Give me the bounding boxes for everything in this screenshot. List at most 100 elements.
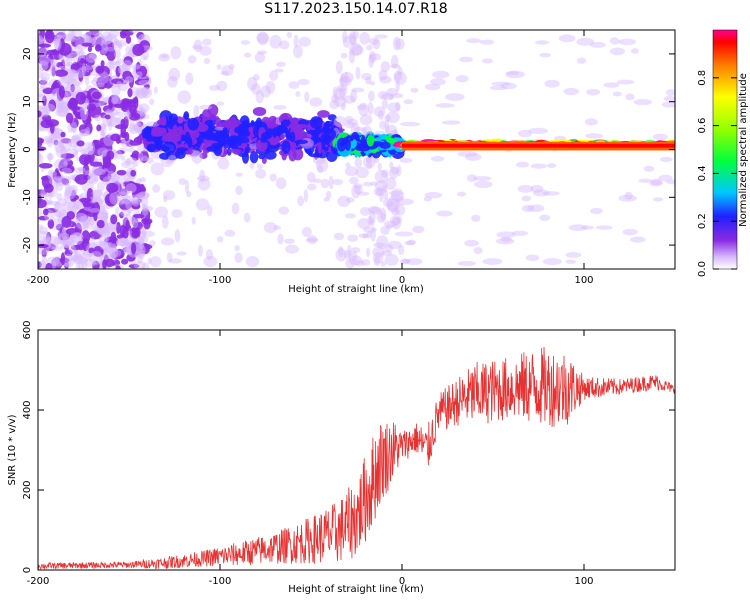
spectrogram-blob <box>85 31 100 38</box>
spectrogram-blob <box>506 71 520 76</box>
spectrogram-blob <box>97 225 105 235</box>
spectrogram-ylabel: Frequency (Hz) <box>7 112 18 188</box>
spectrogram-blob <box>81 42 93 47</box>
chart-title: S117.2023.150.14.07.R18 <box>264 1 448 17</box>
spectrogram-blob <box>132 43 145 57</box>
spectrogram-blob <box>115 239 130 247</box>
spectrogram-blob <box>466 38 482 44</box>
spectrogram-blob <box>68 30 76 41</box>
spectrogram-blob <box>129 120 135 132</box>
spectrogram-blob <box>96 211 109 221</box>
spectrogram-blob <box>370 227 376 242</box>
spectrogram-blob <box>93 241 108 246</box>
spectrogram-blob <box>369 81 375 86</box>
spectrogram-blob <box>142 230 155 238</box>
spectrogram-blob <box>298 36 311 47</box>
spectrogram-blob <box>511 230 529 236</box>
spectrogram-blob <box>278 206 290 215</box>
spectrogram-blob <box>237 123 249 136</box>
spectrogram-blob <box>76 209 89 222</box>
spectrogram-blob <box>357 218 372 229</box>
spectrogram-blob <box>74 174 88 185</box>
spectrogram-blob <box>323 197 330 202</box>
spectrogram-blob <box>131 161 139 168</box>
spectrogram-blob <box>138 194 143 203</box>
spectrogram-blob <box>58 177 66 183</box>
spectrogram-blob <box>534 40 550 45</box>
spectrogram-blob <box>150 128 163 137</box>
spectrogram-blob <box>81 258 88 269</box>
colorbar: 0.0 0.2 0.4 0.6 0.8 Normalized spectral ampl… <box>697 29 749 277</box>
snr-ytick-label: 200 <box>22 480 33 499</box>
spectrogram-blob <box>539 214 551 221</box>
spectrogram-blob <box>123 56 133 66</box>
spectrogram-xtick-label: 100 <box>574 275 593 286</box>
spectrogram-blob <box>372 252 384 264</box>
spectrogram-blob <box>249 150 259 164</box>
colorbar-tick-label: 0.8 <box>697 70 708 86</box>
spectrogram-blob <box>88 216 95 227</box>
spectrogram-blob <box>194 148 201 156</box>
spectrogram-blob <box>149 98 155 105</box>
spectrogram-blob <box>252 73 260 81</box>
spectrogram-blob <box>590 207 603 215</box>
spectrogram-blob <box>91 189 104 198</box>
spectrogram-blob <box>38 146 47 152</box>
spectrogram-blob <box>79 129 90 137</box>
spectrogram-blob <box>104 229 110 242</box>
spectrogram-blob <box>54 69 69 77</box>
spectrogram-blob <box>652 133 668 141</box>
spectrogram-blob <box>61 167 73 174</box>
spectrogram-blob <box>95 70 109 85</box>
spectrogram-blob <box>38 234 46 247</box>
spectrogram-blob <box>47 139 53 148</box>
spectrogram-blob <box>464 239 479 247</box>
spectrogram-blob <box>67 69 79 82</box>
spectrogram-blob <box>576 37 595 46</box>
spectrogram-blob <box>103 40 115 53</box>
spectrogram-blob <box>116 169 127 176</box>
spectrogram-blob <box>75 37 88 51</box>
spectrogram-blob <box>285 244 299 254</box>
spectrogram-blob <box>99 48 107 56</box>
spectrogram-blob <box>115 108 121 114</box>
spectrogram-blob <box>45 262 53 269</box>
spectrogram-blob <box>586 88 600 96</box>
spectrogram-blob <box>66 53 73 68</box>
spectrogram-blob <box>88 208 102 213</box>
spectrogram-blob <box>64 186 77 200</box>
spectrogram-blob <box>160 54 169 59</box>
spectrogram-blob <box>256 32 270 44</box>
spectrogram-blob <box>152 184 161 193</box>
spectrogram-blob <box>392 36 401 51</box>
spectrogram-blob <box>399 157 413 163</box>
spectrogram-blob <box>177 90 191 104</box>
spectrogram-blob <box>57 101 65 113</box>
spectrogram-blob <box>106 33 117 40</box>
spectrogram-blob <box>229 63 235 70</box>
spectrogram-blob <box>114 199 125 206</box>
spectrogram-blob <box>292 44 303 59</box>
snr-xtick-label: -200 <box>27 576 50 587</box>
spectrogram-blob <box>323 147 329 152</box>
spectrogram-blob <box>306 129 320 135</box>
spectrogram-blob <box>127 208 133 214</box>
spectrogram-blob <box>57 198 68 207</box>
spectrogram-blob <box>110 96 123 105</box>
spectrogram-blob <box>133 64 141 70</box>
spectrogram-blob <box>45 137 55 143</box>
spectrogram-blob <box>80 148 94 156</box>
spectrogram-blob <box>127 87 133 98</box>
spectrogram-ytick-label: 0 <box>22 146 33 152</box>
spectrogram-blob <box>110 214 118 225</box>
spectrogram-blob <box>38 137 45 144</box>
spectrogram-blob <box>39 76 48 90</box>
spectrogram-blob <box>322 128 337 141</box>
spectrogram-blob <box>41 249 47 258</box>
spectrogram-blob <box>90 79 97 85</box>
spectrogram-blob <box>383 220 398 228</box>
snr-ytick-label: 400 <box>22 400 33 419</box>
spectrogram-blob <box>38 34 44 46</box>
spectrogram-blob <box>193 39 203 53</box>
spectrogram-blob <box>38 106 45 111</box>
